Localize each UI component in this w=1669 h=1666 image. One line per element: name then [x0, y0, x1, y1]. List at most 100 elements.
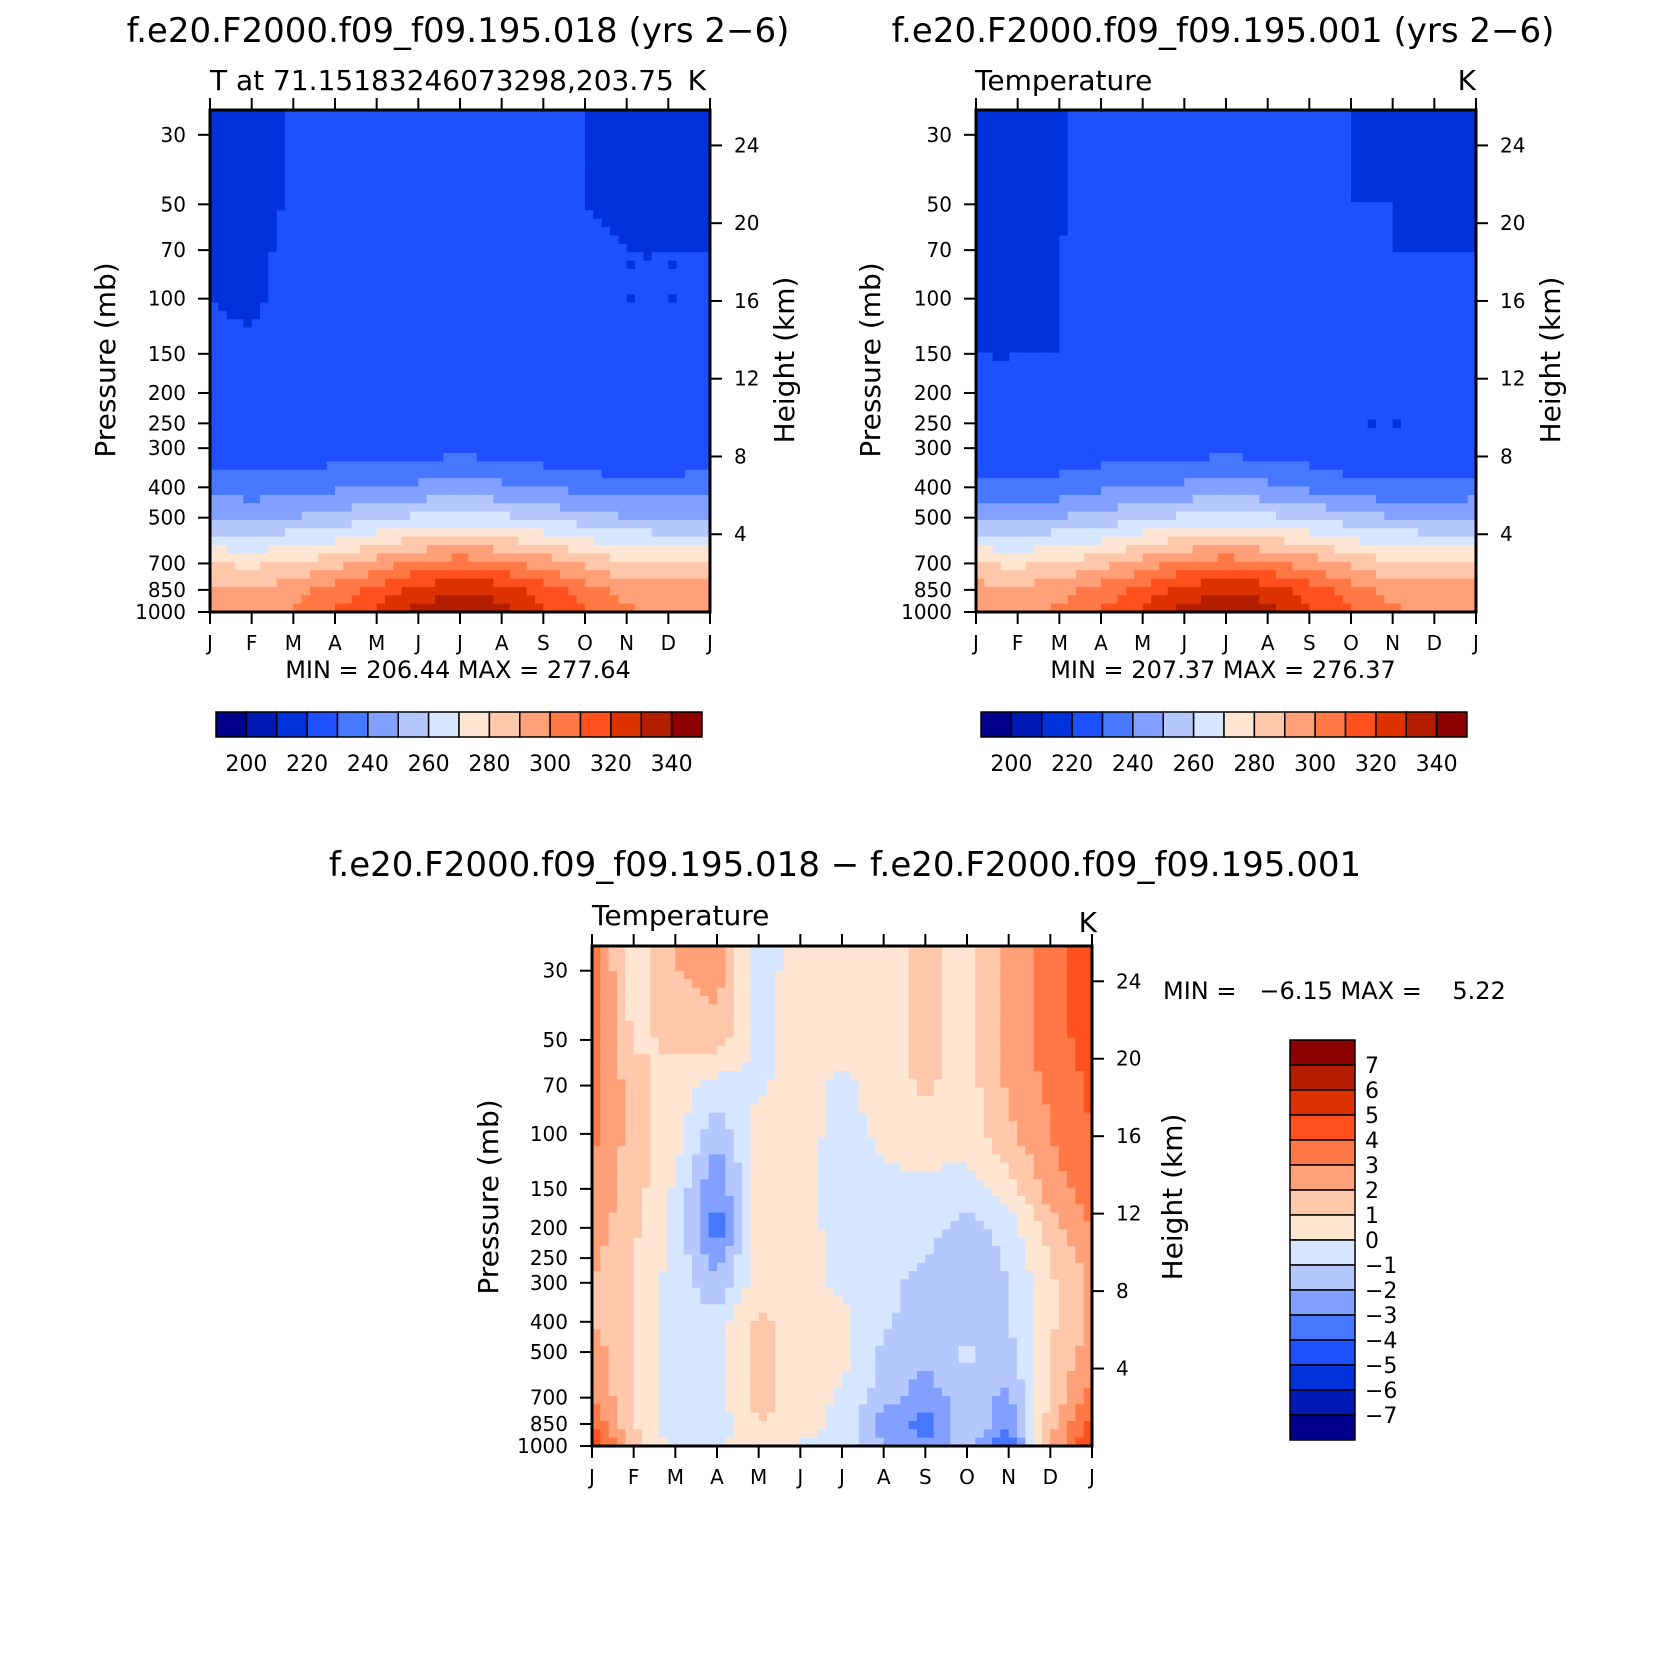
contour-cell [1442, 235, 1452, 245]
contour-cell [235, 561, 244, 571]
contour-cell [485, 486, 494, 496]
contour-cell [351, 444, 361, 454]
contour-cell [1317, 143, 1327, 153]
contour-cell [651, 294, 661, 304]
contour-cell [676, 310, 686, 320]
contour-cell [410, 369, 419, 379]
contour-cell [651, 377, 661, 387]
contour-cell [701, 419, 711, 429]
contour-cell [1276, 268, 1285, 278]
contour-cell [1242, 110, 1252, 119]
contour-cell [593, 436, 603, 446]
contour-cell [1026, 185, 1035, 195]
contour-cell [593, 394, 603, 404]
contour-cell [685, 503, 694, 513]
contour-cell [585, 469, 594, 479]
contour-cell [543, 210, 553, 220]
contour-cell [593, 377, 603, 387]
contour-cell [476, 570, 486, 580]
contour-cell [1017, 168, 1027, 178]
contour-cell [1342, 118, 1352, 128]
contour-cell [585, 135, 594, 145]
contour-cell [1317, 110, 1327, 119]
contour-cell [385, 185, 394, 195]
contour-cell [643, 168, 653, 178]
contour-cell [1009, 227, 1019, 237]
contour-cell [984, 285, 994, 295]
contour-cell [335, 227, 344, 237]
contour-cell [301, 151, 311, 161]
contour-cell [343, 386, 353, 396]
contour-cell [635, 126, 644, 136]
contour-cell [310, 168, 319, 178]
contour-cell [418, 411, 428, 421]
contour-cell [560, 260, 569, 270]
contour-cell [268, 570, 278, 580]
contour-cell [610, 277, 619, 287]
contour-cell [485, 361, 494, 370]
contour-cell [593, 327, 603, 337]
contour-cell [335, 369, 344, 379]
contour-cell [418, 110, 428, 119]
y2-tick-label: 4 [734, 522, 747, 546]
contour-cell [335, 361, 344, 370]
contour-cell [535, 545, 544, 555]
contour-cell [1092, 277, 1102, 287]
contour-cell [618, 327, 628, 337]
contour-cell [610, 344, 619, 354]
contour-cell [401, 135, 411, 145]
contour-cell [585, 327, 594, 337]
contour-cell [443, 185, 453, 195]
contour-cell [1434, 252, 1444, 262]
contour-cell [1292, 193, 1302, 203]
contour-cell [635, 436, 644, 446]
contour-cell [243, 202, 253, 211]
contour-cell [1084, 168, 1094, 178]
contour-cell [235, 302, 244, 312]
contour-cell [493, 210, 503, 220]
contour-cell [335, 260, 344, 270]
contour-cell [1209, 176, 1219, 186]
contour-cell [501, 386, 511, 396]
contour-cell [326, 110, 336, 119]
contour-cell [218, 218, 228, 228]
contour-cell [251, 369, 261, 379]
contour-cell [426, 235, 436, 245]
contour-cell [1376, 218, 1385, 228]
contour-cell [410, 478, 419, 488]
contour-cell [318, 561, 328, 571]
contour-cell [476, 135, 486, 145]
contour-cell [1017, 151, 1027, 161]
contour-cell [1117, 151, 1127, 161]
contour-cell [526, 277, 536, 287]
contour-cell [1326, 151, 1335, 161]
contour-cell [1317, 268, 1327, 278]
contour-cell [1459, 268, 1469, 278]
contour-cell [984, 193, 994, 203]
contour-cell [468, 436, 478, 446]
contour-cell [235, 126, 244, 136]
contour-cell [460, 110, 469, 119]
contour-cell [318, 268, 328, 278]
contour-cell [576, 536, 586, 546]
contour-cell [543, 135, 553, 145]
contour-cell [318, 570, 328, 580]
contour-cell [1392, 168, 1402, 178]
contour-cell [1051, 143, 1060, 153]
contour-cell [518, 110, 528, 119]
contour-cell [1276, 243, 1285, 253]
contour-cell [276, 603, 286, 613]
contour-cell [693, 478, 703, 488]
contour-cell [1076, 260, 1085, 270]
contour-cell [676, 553, 686, 563]
contour-cell [1292, 260, 1302, 270]
contour-cell [668, 235, 678, 245]
contour-cell [1109, 110, 1119, 119]
contour-cell [285, 176, 294, 186]
contour-cell [976, 151, 985, 161]
contour-cell [401, 511, 411, 521]
contour-cell [226, 578, 236, 588]
contour-cell [543, 595, 553, 605]
contour-cell [451, 603, 461, 613]
contour-cell [1284, 160, 1294, 170]
